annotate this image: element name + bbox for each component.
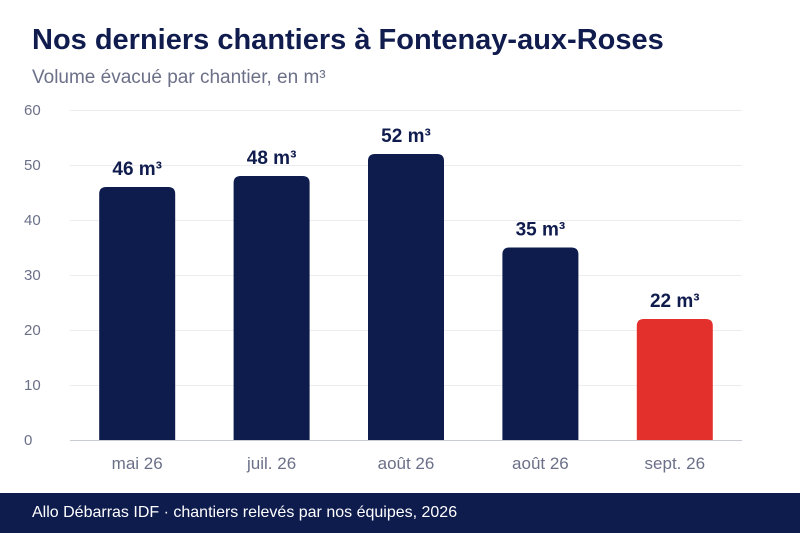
bar: [99, 187, 176, 440]
y-tick-label: 40: [24, 212, 41, 229]
x-category-label: mai 26: [112, 454, 163, 473]
bar: [233, 176, 310, 440]
y-tick-label: 10: [24, 377, 41, 394]
y-tick-label: 20: [24, 322, 41, 339]
chart-subtitle: Volume évacué par chantier, en m³: [32, 67, 326, 88]
y-tick-label: 50: [24, 157, 41, 174]
bar-value-label: 52 m³: [381, 126, 431, 147]
y-tick-label: 0: [24, 432, 32, 449]
bar: [636, 319, 713, 440]
bar-value-label: 46 m³: [112, 159, 162, 180]
footer-source: Allo Débarras IDF · chantiers relevés pa…: [32, 504, 458, 521]
bar-value-label: 35 m³: [516, 220, 566, 241]
bar-value-label: 22 m³: [650, 291, 700, 312]
y-axis-ticks: 0 10 20 30 40 50 60: [24, 102, 41, 449]
x-category-label: sept. 26: [645, 454, 706, 473]
x-axis-labels: mai 26 juil. 26 août 26 août 26 sept. 26: [112, 454, 705, 473]
y-tick-label: 60: [24, 102, 41, 119]
y-tick-label: 30: [24, 267, 41, 284]
bar-value-label: 48 m³: [247, 148, 297, 169]
x-category-label: août 26: [378, 454, 435, 473]
chart-title: Nos derniers chantiers à Fontenay-aux-Ro…: [32, 24, 664, 56]
bars: [99, 154, 713, 440]
footer-bar: Allo Débarras IDF · chantiers relevés pa…: [0, 493, 800, 533]
bar: [368, 154, 444, 440]
x-category-label: juil. 26: [246, 454, 296, 473]
bar: [502, 247, 579, 440]
value-labels: 46 m³ 48 m³ 52 m³ 35 m³ 22 m³: [112, 126, 699, 312]
x-category-label: août 26: [512, 454, 569, 473]
